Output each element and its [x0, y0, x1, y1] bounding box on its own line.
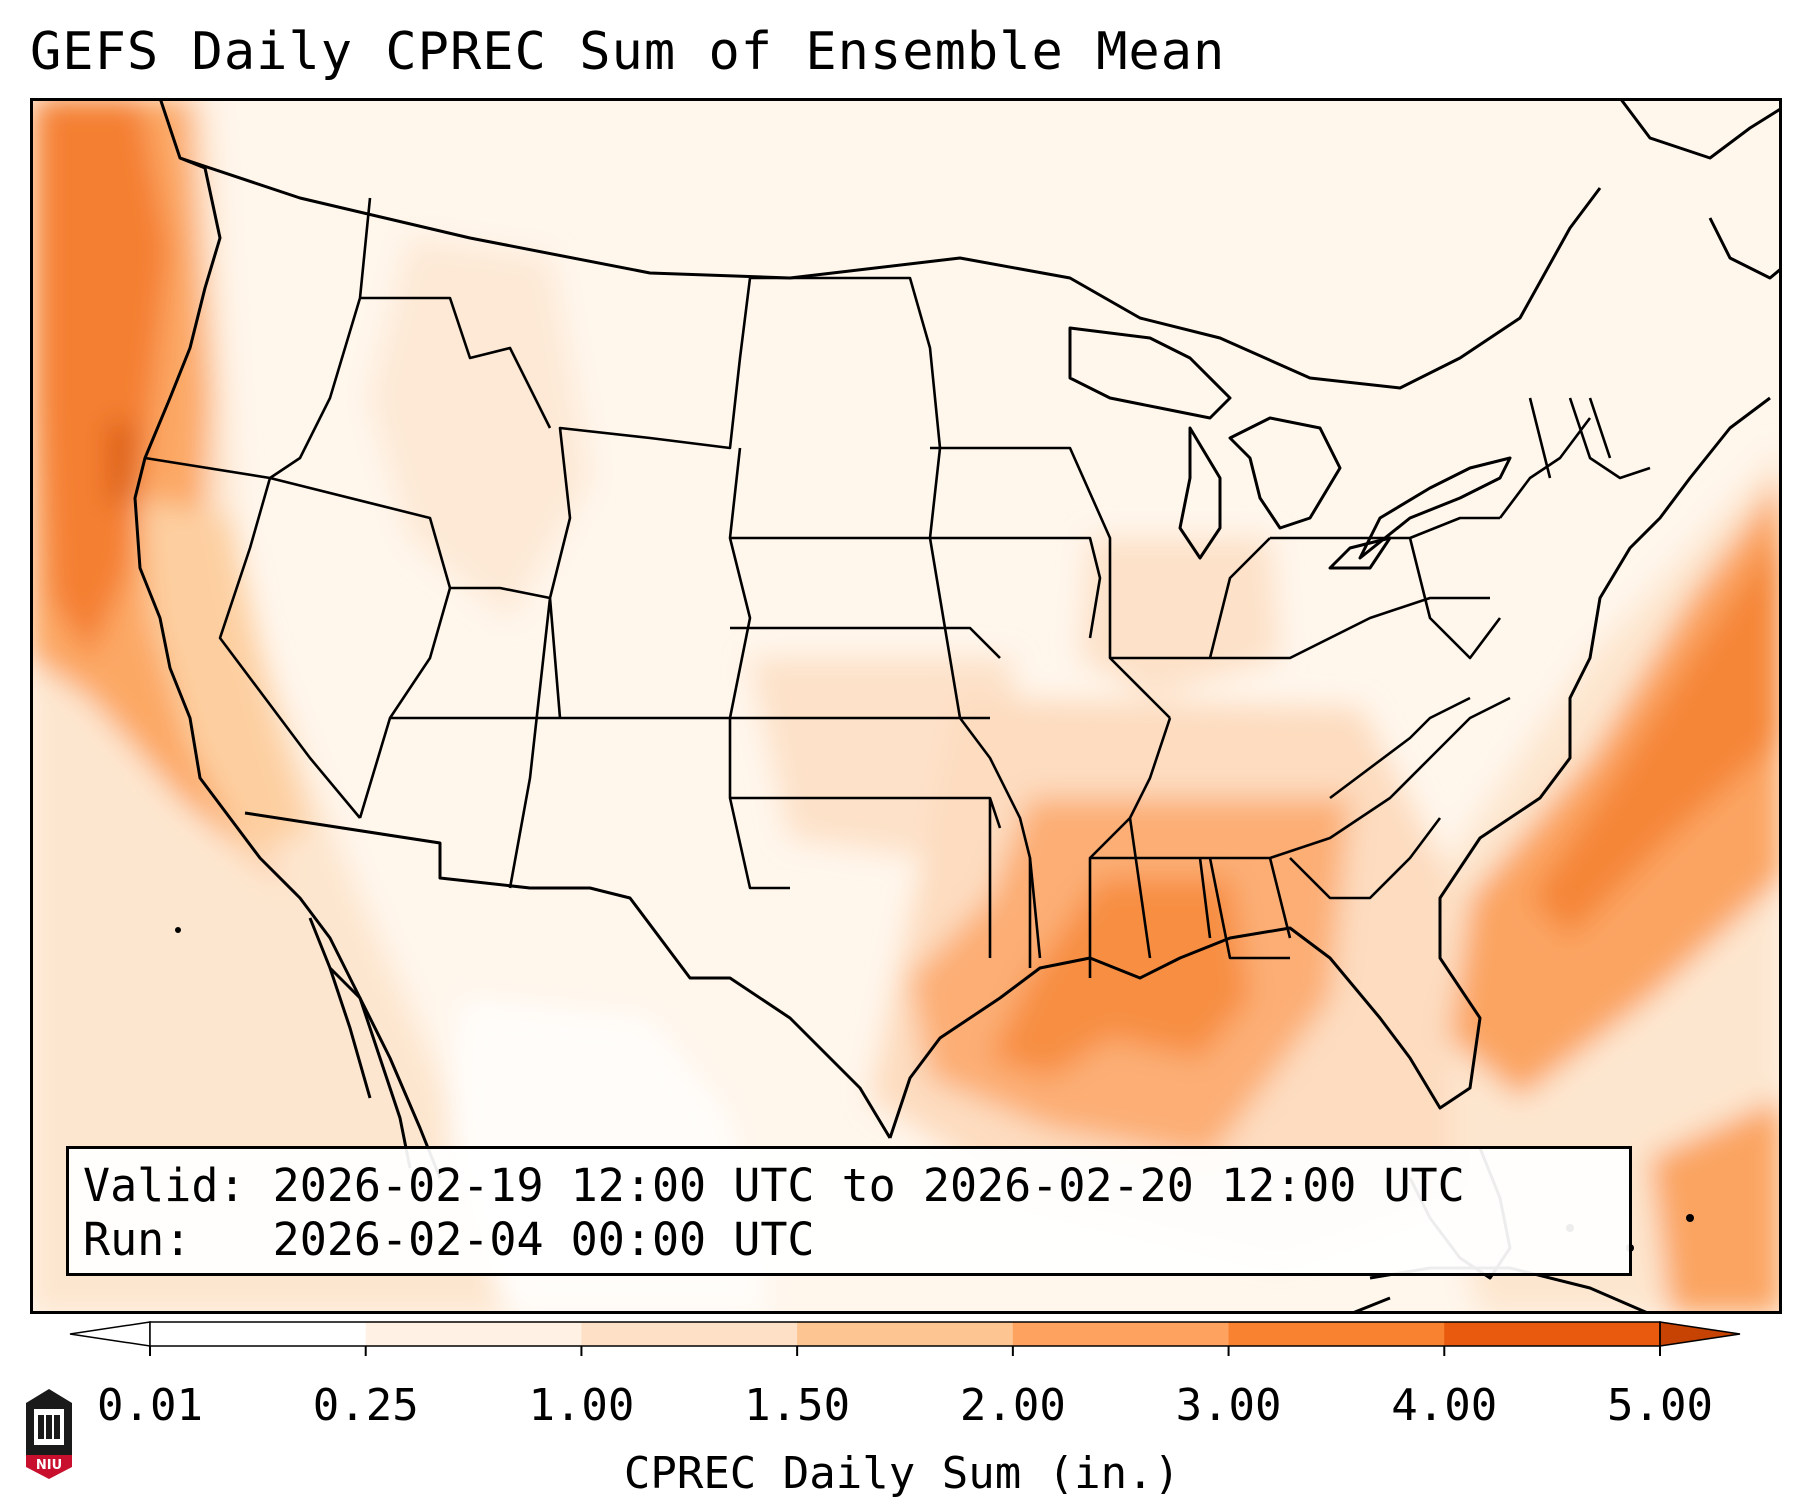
colorbar-segment: [365, 1322, 582, 1346]
precip-field-atlantic-heavy: [1530, 528, 1782, 938]
precip-field-pnw-core: [110, 418, 135, 508]
pacific-coastline: [133, 98, 442, 1179]
us-mexico-border: [244, 811, 892, 1139]
map-frame: [30, 98, 1782, 1314]
precip-field-rockies: [370, 238, 590, 618]
colorbar-outline: [149, 1321, 1661, 1347]
colorbar: 0.01 0.25 1.00 1.50 2.00 3.00 4.00 5.00 CPREC D…: [69, 1321, 1741, 1499]
map-title: GEFS Daily CPREC Sum of Ensemble Mean: [30, 22, 1226, 82]
great-lakes: [1068, 326, 1512, 570]
colorbar-tick-label: 0.01: [97, 1380, 203, 1431]
colorbar-segment: [581, 1322, 798, 1346]
info-box: Valid: 2026-02-19 12:00 UTC to 2026-02-2…: [66, 1146, 1632, 1276]
colorbar-tick-label: 3.00: [1176, 1380, 1282, 1431]
run-value: 2026-02-04 00:00 UTC: [272, 1213, 815, 1266]
canada-east-coast: [1618, 98, 1782, 280]
colorbar-tick-label: 4.00: [1391, 1380, 1497, 1431]
precip-field-plains: [750, 658, 1030, 858]
colorbar-tick-label: 0.25: [313, 1380, 419, 1431]
colorbar-label: CPREC Daily Sum (in.): [624, 1448, 1180, 1499]
valid-value: 2026-02-19 12:00 UTC to 2026-02-20 12:00…: [272, 1159, 1465, 1212]
colorbar-segment: [150, 1322, 367, 1346]
colorbar-segment: [1012, 1322, 1230, 1346]
colorbar-segment: [1228, 1322, 1445, 1346]
us-canada-border: [179, 156, 1602, 390]
run-label: Run:: [83, 1213, 192, 1266]
precip-map: [30, 98, 1782, 1314]
state-borders-south: [1028, 817, 1442, 960]
precip-field-pnw-heavy: [40, 98, 170, 658]
gulf-coastline: [888, 396, 1771, 1139]
colorbar-tick-label: 1.00: [528, 1380, 634, 1431]
colorbar-segment: [1444, 1322, 1661, 1346]
colorbar-extend-max: [1659, 1321, 1741, 1347]
state-borders-west: [144, 197, 790, 890]
niu-logo: NIU: [26, 1389, 72, 1479]
precip-field-california: [140, 498, 310, 858]
colorbar-tick-label: 1.50: [744, 1380, 850, 1431]
precip-field-southeast-heavy: [990, 878, 1250, 1078]
colorbar-segment: [797, 1322, 1014, 1346]
baja-coastline: [308, 917, 412, 1169]
state-borders-central: [730, 276, 1171, 968]
island-dot: [175, 927, 181, 933]
colorbar-tick-label: 2.00: [960, 1380, 1066, 1431]
colorbar-tick-label: 5.00: [1607, 1380, 1713, 1431]
island-dot: [1686, 1214, 1694, 1222]
precip-field-caribbean: [1650, 1098, 1782, 1314]
logo-text: NIU: [36, 1458, 62, 1473]
colorbar-extend-min: [69, 1321, 151, 1347]
valid-label: Valid:: [83, 1159, 246, 1212]
